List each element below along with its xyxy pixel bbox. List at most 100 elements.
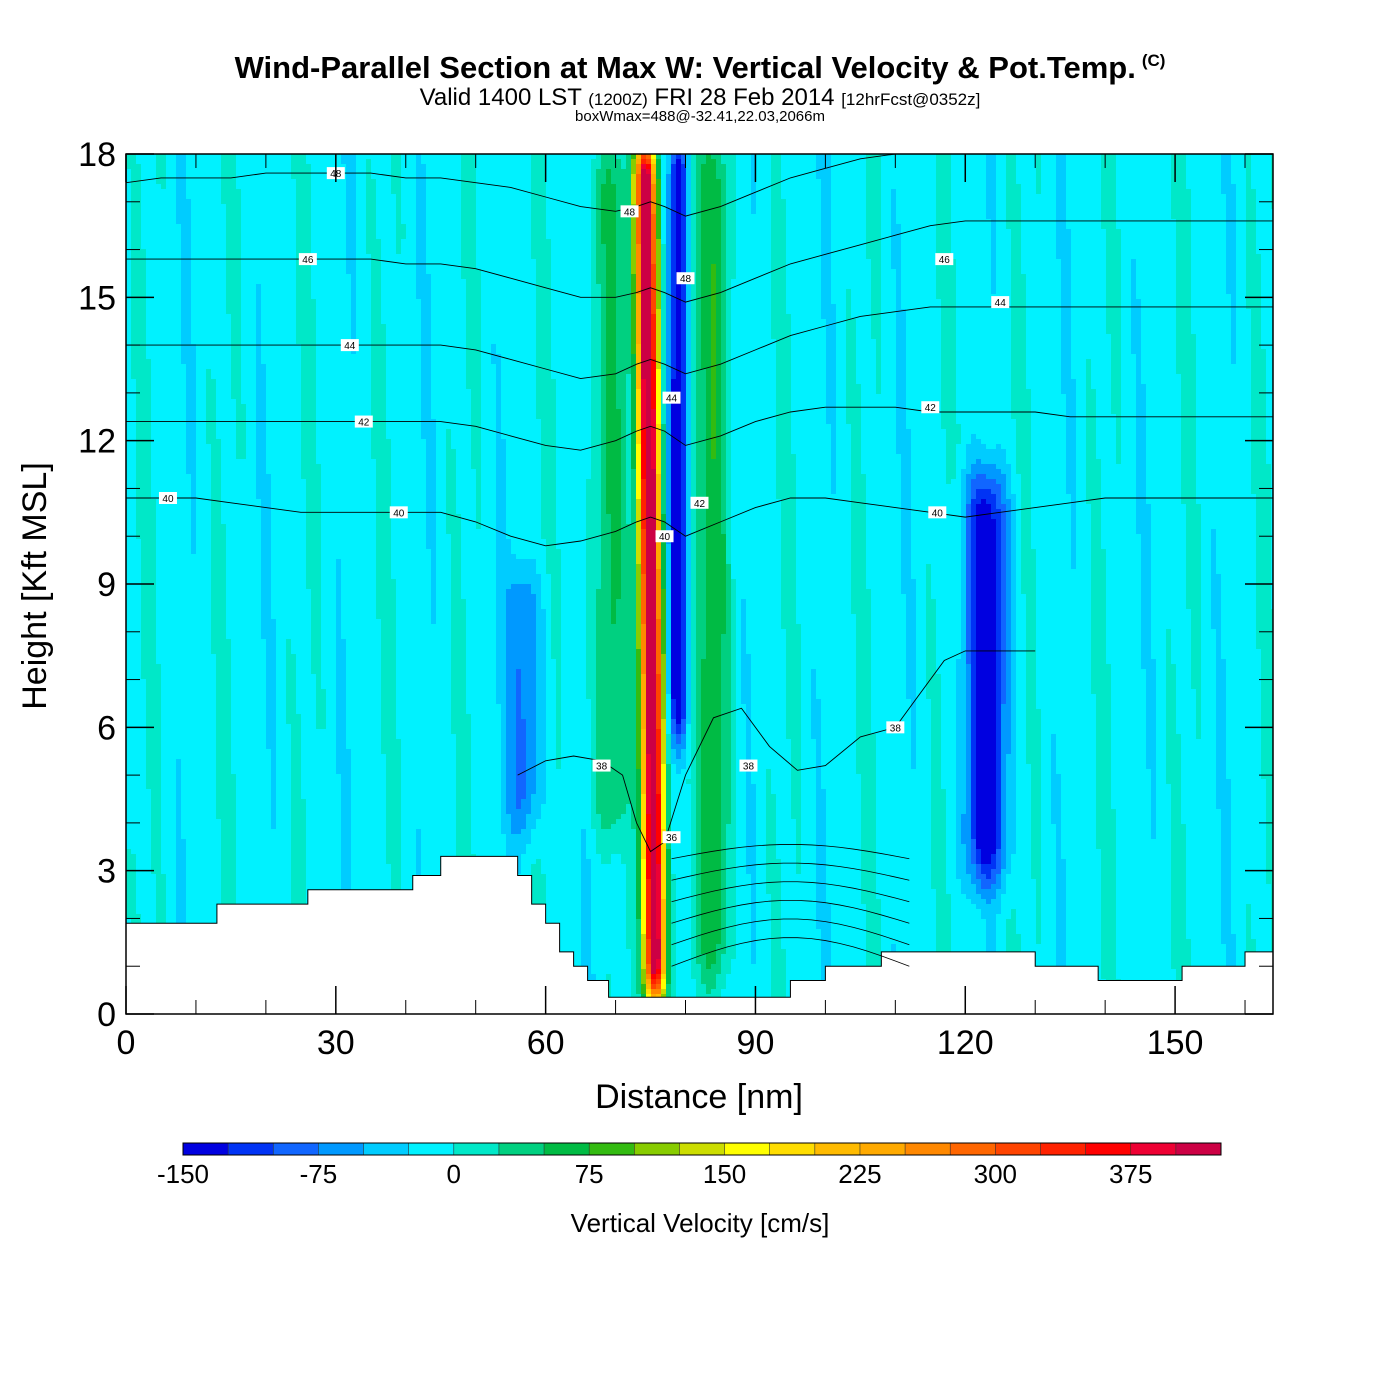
field-cell — [131, 349, 137, 355]
field-cell — [186, 844, 192, 850]
field-cell — [216, 224, 222, 230]
field-cell — [251, 614, 257, 620]
field-cell — [136, 229, 142, 235]
field-cell — [131, 489, 137, 495]
field-cell — [146, 309, 152, 315]
field-cell — [171, 814, 177, 820]
field-cell — [191, 449, 197, 455]
field-cell — [176, 464, 182, 470]
field-cell — [176, 634, 182, 640]
field-cell — [136, 699, 142, 705]
field-cell — [261, 869, 267, 875]
field-cell — [151, 174, 157, 180]
field-cell — [241, 169, 247, 175]
field-cell — [166, 514, 172, 520]
field-cell — [216, 454, 222, 460]
field-cell — [186, 394, 192, 400]
field-cell — [266, 279, 272, 285]
field-cell — [146, 304, 152, 310]
field-cell — [161, 749, 167, 755]
field-cell — [256, 769, 262, 775]
field-cell — [191, 644, 197, 650]
field-cell — [241, 389, 247, 395]
field-cell — [176, 904, 182, 910]
field-cell — [226, 404, 232, 410]
field-cell — [176, 489, 182, 495]
field-cell — [211, 439, 217, 445]
field-cell — [161, 789, 167, 795]
field-cell — [166, 449, 172, 455]
field-cell — [261, 429, 267, 435]
field-cell — [266, 464, 272, 470]
field-cell — [161, 864, 167, 870]
field-cell — [256, 169, 262, 175]
field-cell — [156, 499, 162, 505]
field-cell — [146, 619, 152, 625]
field-cell — [261, 614, 267, 620]
field-cell — [256, 354, 262, 360]
field-cell — [191, 264, 197, 270]
field-cell — [236, 344, 242, 350]
field-cell — [226, 519, 232, 525]
field-cell — [206, 274, 212, 280]
field-cell — [196, 444, 202, 450]
field-cell — [196, 489, 202, 495]
field-cell — [251, 509, 257, 515]
field-cell — [216, 269, 222, 275]
field-cell — [231, 754, 237, 760]
field-cell — [256, 424, 262, 430]
field-cell — [156, 814, 162, 820]
field-cell — [256, 489, 262, 495]
field-cell — [206, 799, 212, 805]
field-cell — [256, 349, 262, 355]
field-cell — [136, 894, 142, 900]
field-cell — [161, 174, 167, 180]
field-cell — [196, 154, 202, 160]
field-cell — [231, 169, 237, 175]
field-cell — [176, 544, 182, 550]
field-cell — [156, 289, 162, 295]
field-cell — [201, 279, 207, 285]
field-cell — [166, 349, 172, 355]
field-cell — [181, 334, 187, 340]
field-cell — [156, 919, 162, 925]
field-cell — [196, 804, 202, 810]
field-cell — [156, 254, 162, 260]
field-cell — [146, 514, 152, 520]
field-cell — [271, 154, 277, 160]
field-cell — [126, 824, 132, 830]
field-cell — [196, 619, 202, 625]
field-cell — [186, 809, 192, 815]
field-cell — [251, 654, 257, 660]
field-cell — [196, 559, 202, 565]
field-cell — [126, 484, 132, 490]
field-cell — [166, 389, 172, 395]
field-cell — [236, 194, 242, 200]
field-cell — [226, 739, 232, 745]
field-cell — [211, 354, 217, 360]
field-cell — [261, 744, 267, 750]
field-cell — [171, 649, 177, 655]
field-cell — [176, 839, 182, 845]
field-cell — [261, 544, 267, 550]
field-cell — [221, 639, 227, 645]
field-cell — [171, 794, 177, 800]
field-cell — [216, 479, 222, 485]
field-cell — [256, 784, 262, 790]
field-cell — [161, 424, 167, 430]
field-cell — [231, 154, 237, 160]
field-cell — [186, 214, 192, 220]
field-cell — [256, 309, 262, 315]
field-cell — [201, 809, 207, 815]
field-cell — [166, 699, 172, 705]
field-cell — [261, 349, 267, 355]
field-cell — [146, 709, 152, 715]
field-cell — [261, 534, 267, 540]
field-cell — [216, 579, 222, 585]
field-cell — [161, 844, 167, 850]
field-cell — [186, 529, 192, 535]
field-cell — [156, 689, 162, 695]
field-cell — [156, 574, 162, 580]
field-cell — [141, 304, 147, 310]
field-cell — [136, 284, 142, 290]
